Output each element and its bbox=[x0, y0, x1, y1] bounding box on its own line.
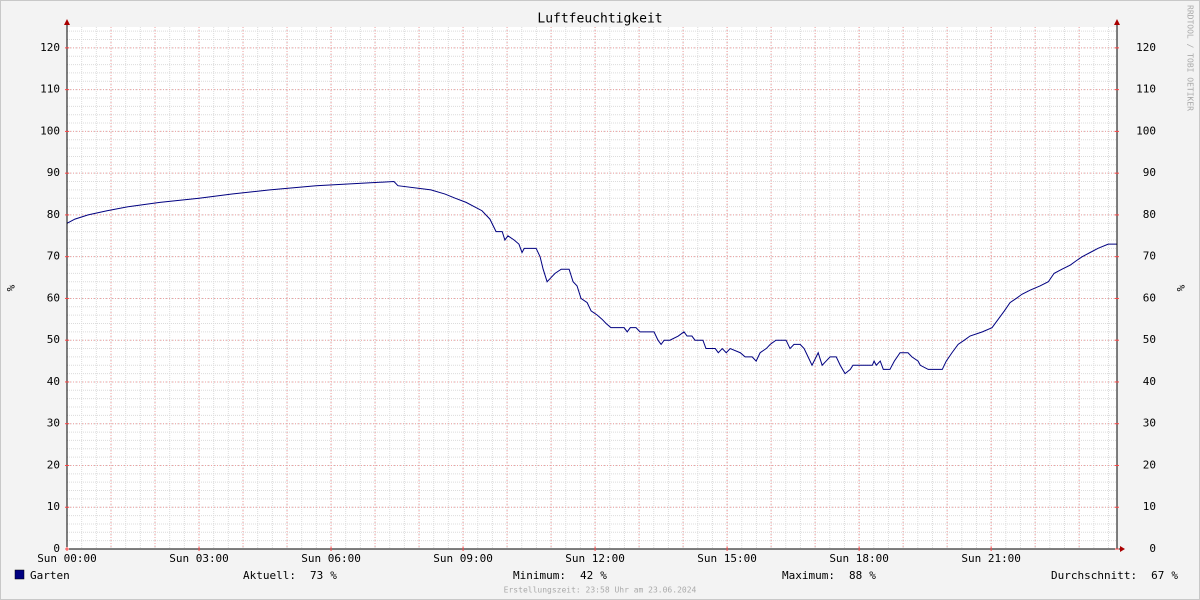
y-tick-label: 110 bbox=[40, 83, 60, 96]
axis-arrow bbox=[1120, 546, 1125, 552]
y2-tick-label: 10 bbox=[1143, 500, 1156, 513]
y2-tick-label: 30 bbox=[1143, 417, 1156, 430]
y2-tick-label: 80 bbox=[1143, 208, 1156, 221]
y2-tick-label: 120 bbox=[1136, 41, 1156, 54]
footer: Erstellungszeit: 23:58 Uhr am 23.06.2024 bbox=[504, 586, 697, 595]
y-tick-label: 10 bbox=[47, 500, 60, 513]
stat-unit: % bbox=[1171, 569, 1178, 582]
legend-stat: Durchschnitt: 67% bbox=[1051, 569, 1178, 582]
legend-label: Garten bbox=[30, 569, 70, 582]
y2-tick-label: 60 bbox=[1143, 291, 1156, 304]
x-tick-label: Sun 00:00 bbox=[37, 552, 97, 565]
stat-label: Aktuell: bbox=[243, 569, 296, 582]
x-tick-label: Sun 03:00 bbox=[169, 552, 229, 565]
legend-stat: Minimum: 42% bbox=[513, 569, 607, 582]
stat-label: Durchschnitt: bbox=[1051, 569, 1137, 582]
legend-stat: Aktuell: 73% bbox=[243, 569, 337, 582]
y-tick-label: 0 bbox=[53, 542, 60, 555]
x-tick-label: Sun 15:00 bbox=[697, 552, 757, 565]
y-tick-label: 50 bbox=[47, 333, 60, 346]
stat-unit: % bbox=[330, 569, 337, 582]
x-tick-label: Sun 18:00 bbox=[829, 552, 889, 565]
y-tick-label: 40 bbox=[47, 375, 60, 388]
watermark: RRDTOOL / TOBI OETIKER bbox=[1186, 5, 1195, 111]
x-tick-label: Sun 09:00 bbox=[433, 552, 493, 565]
stat-label: Minimum: bbox=[513, 569, 566, 582]
y2-tick-label: 100 bbox=[1136, 124, 1156, 137]
y-tick-label: 70 bbox=[47, 250, 60, 263]
marks bbox=[66, 180, 1117, 375]
y-tick-label: 20 bbox=[47, 458, 60, 471]
y2-tick-label: 70 bbox=[1143, 250, 1156, 263]
y2-tick-label: 50 bbox=[1143, 333, 1156, 346]
legend-swatch bbox=[14, 569, 25, 580]
y-tick-label: 60 bbox=[47, 291, 60, 304]
y2-axis-label: % bbox=[1174, 285, 1187, 292]
stat-value: 67 bbox=[1151, 569, 1164, 582]
y-tick-label: 100 bbox=[40, 124, 60, 137]
x-tick-label: Sun 12:00 bbox=[565, 552, 625, 565]
stat-unit: % bbox=[600, 569, 607, 582]
axis-arrow bbox=[1114, 19, 1120, 25]
y2-tick-label: 20 bbox=[1143, 458, 1156, 471]
y-tick-label: 80 bbox=[47, 208, 60, 221]
y-tick-label: 120 bbox=[40, 41, 60, 54]
legend-stat: Maximum: 88% bbox=[782, 569, 876, 582]
stat-value: 42 bbox=[580, 569, 593, 582]
stat-label: Maximum: bbox=[782, 569, 835, 582]
y2-tick-label: 40 bbox=[1143, 375, 1156, 388]
x-tick-label: Sun 21:00 bbox=[961, 552, 1021, 565]
y-axis-label: % bbox=[4, 285, 17, 292]
chart-title: Luftfeuchtigkeit bbox=[537, 12, 662, 27]
grid bbox=[66, 27, 1117, 550]
y-tick-label: 30 bbox=[47, 417, 60, 430]
axis-arrow bbox=[64, 19, 70, 25]
stat-value: 88 bbox=[849, 569, 862, 582]
stat-value: 73 bbox=[310, 569, 323, 582]
stat-unit: % bbox=[869, 569, 876, 582]
plot-area bbox=[67, 27, 1117, 549]
y-tick-label: 90 bbox=[47, 166, 60, 179]
x-tick-label: Sun 06:00 bbox=[301, 552, 361, 565]
data-line bbox=[66, 180, 1117, 375]
y2-tick-label: 90 bbox=[1143, 166, 1156, 179]
y2-tick-label: 0 bbox=[1149, 542, 1156, 555]
y2-tick-label: 110 bbox=[1136, 83, 1156, 96]
